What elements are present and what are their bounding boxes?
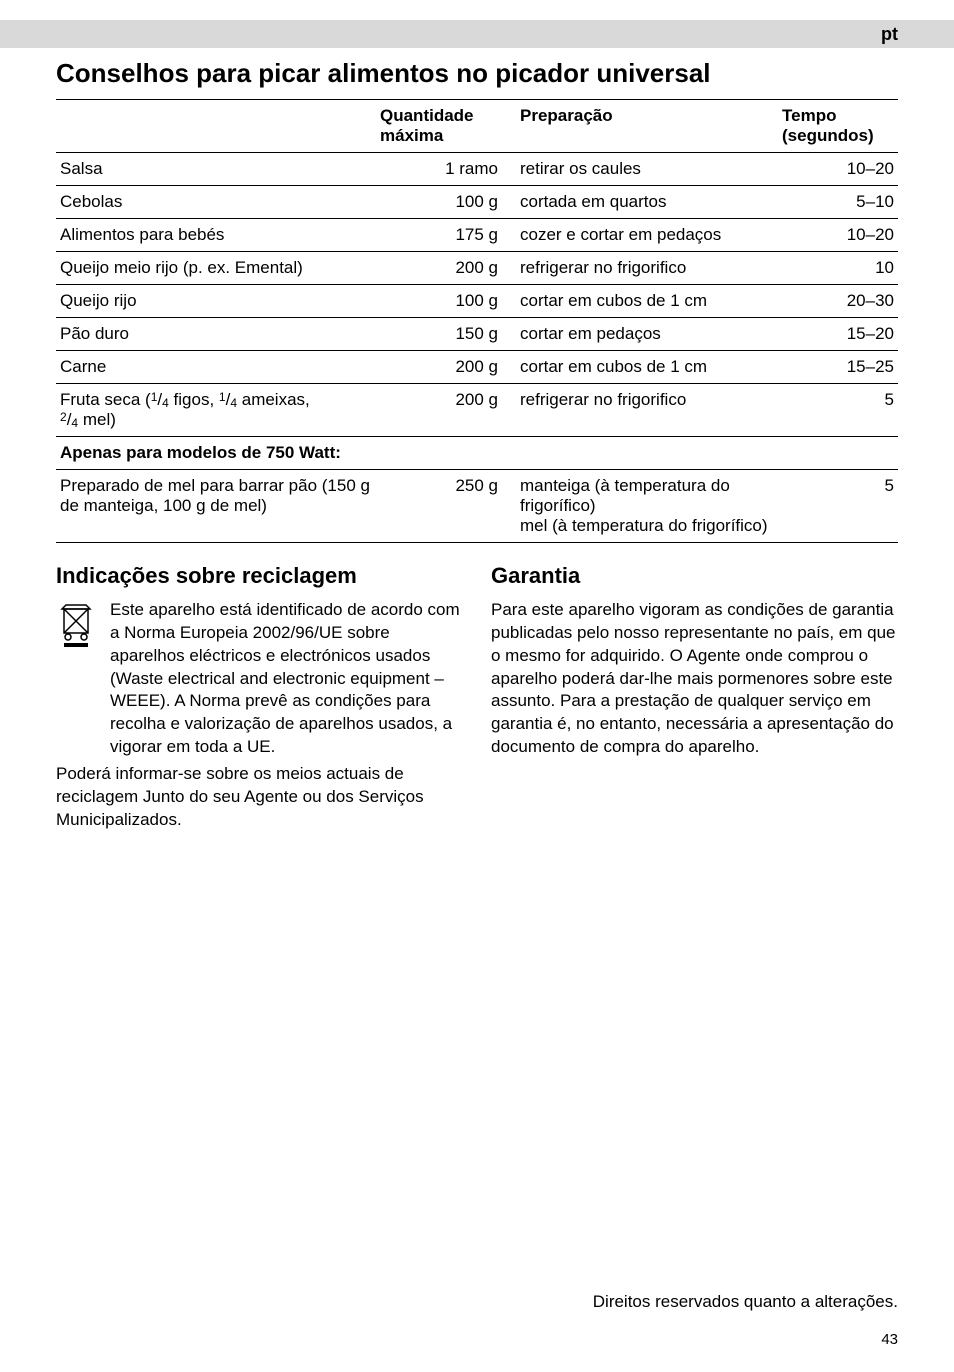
cell-time: 15–20 — [778, 318, 898, 351]
cell-item: Queijo rijo — [56, 285, 376, 318]
cell-time: 5 — [778, 470, 898, 543]
warranty-heading: Garantia — [491, 561, 898, 591]
cell-time: 5 — [778, 384, 898, 437]
cell-qty: 175 g — [376, 219, 516, 252]
cell-item: Preparado de mel para barrar pão (150 g … — [56, 470, 376, 543]
table-row-fruit: Fruta seca (1/4 figos, 1/4 ameixas, 2/4 … — [56, 384, 898, 437]
section-label-row: Apenas para modelos de 750 Watt: — [56, 437, 898, 470]
frac-lbl: ameixas, — [237, 390, 310, 409]
cell-qty: 100 g — [376, 285, 516, 318]
table-row: Cebolas 100 g cortada em quartos 5–10 — [56, 186, 898, 219]
chop-table: Quantidade máxima Preparação Tempo (segu… — [56, 99, 898, 543]
cell-item: Fruta seca (1/4 figos, 1/4 ameixas, 2/4 … — [56, 384, 376, 437]
table-header-row: Quantidade máxima Preparação Tempo (segu… — [56, 100, 898, 153]
cell-time: 10–20 — [778, 219, 898, 252]
cell-time: 10–20 — [778, 153, 898, 186]
frac-num: 2 — [60, 410, 67, 424]
th-item — [56, 100, 376, 153]
recycling-para1: Este aparelho está identificado de acord… — [110, 599, 463, 760]
cell-prep: cortar em pedaços — [516, 318, 778, 351]
section-label: Apenas para modelos de 750 Watt: — [56, 437, 898, 470]
frac-lbl: mel) — [78, 410, 116, 429]
cell-prep: manteiga (à temperatura do frigorífico) … — [516, 470, 778, 543]
recycling-heading: Indicações sobre reciclagem — [56, 561, 463, 591]
cell-time: 15–25 — [778, 351, 898, 384]
th-qty: Quantidade máxima — [376, 100, 516, 153]
cell-qty: 1 ramo — [376, 153, 516, 186]
right-column: Garantia Para este aparelho vigoram as c… — [491, 561, 898, 832]
header-bar: pt — [0, 20, 954, 48]
cell-prep: refrigerar no frigorifico — [516, 252, 778, 285]
page-number: 43 — [881, 1331, 898, 1348]
warranty-para: Para este aparelho vigoram as condições … — [491, 599, 898, 760]
table-row: Pão duro 150 g cortar em pedaços 15–20 — [56, 318, 898, 351]
weee-icon — [56, 599, 100, 760]
table-row: Queijo rijo 100 g cortar em cubos de 1 c… — [56, 285, 898, 318]
table-row: Carne 200 g cortar em cubos de 1 cm 15–2… — [56, 351, 898, 384]
recycling-para2: Poderá informar-se sobre os meios actuai… — [56, 763, 463, 832]
frac-num: 1 — [219, 390, 226, 404]
cell-prep: cortar em cubos de 1 cm — [516, 285, 778, 318]
language-code: pt — [881, 24, 898, 45]
frac-num: 1 — [151, 390, 158, 404]
cell-qty: 100 g — [376, 186, 516, 219]
cell-item: Alimentos para bebés — [56, 219, 376, 252]
left-column: Indicações sobre reciclagem Este aparelh… — [56, 561, 463, 832]
cell-prep: cortada em quartos — [516, 186, 778, 219]
cell-qty: 250 g — [376, 470, 516, 543]
cell-item: Queijo meio rijo (p. ex. Emental) — [56, 252, 376, 285]
fruit-prefix: Fruta seca ( — [60, 390, 151, 409]
two-column-section: Indicações sobre reciclagem Este aparelh… — [56, 561, 898, 832]
footer-note: Direitos reservados quanto a alterações. — [593, 1292, 898, 1312]
cell-qty: 150 g — [376, 318, 516, 351]
page: pt Conselhos para picar alimentos no pic… — [0, 20, 954, 1372]
recycling-block: Este aparelho está identificado de acord… — [56, 599, 463, 760]
page-title: Conselhos para picar alimentos no picado… — [56, 58, 898, 89]
table-row: Salsa 1 ramo retirar os caules 10–20 — [56, 153, 898, 186]
table-row: Alimentos para bebés 175 g cozer e corta… — [56, 219, 898, 252]
cell-prep: cortar em cubos de 1 cm — [516, 351, 778, 384]
cell-item: Salsa — [56, 153, 376, 186]
frac-lbl: figos, — [169, 390, 219, 409]
cell-item: Pão duro — [56, 318, 376, 351]
cell-prep: refrigerar no frigorifico — [516, 384, 778, 437]
cell-item: Carne — [56, 351, 376, 384]
cell-time: 10 — [778, 252, 898, 285]
th-prep: Preparação — [516, 100, 778, 153]
cell-time: 20–30 — [778, 285, 898, 318]
table-row: Queijo meio rijo (p. ex. Emental) 200 g … — [56, 252, 898, 285]
cell-item: Cebolas — [56, 186, 376, 219]
cell-qty: 200 g — [376, 252, 516, 285]
cell-qty: 200 g — [376, 384, 516, 437]
table-row-honey: Preparado de mel para barrar pão (150 g … — [56, 470, 898, 543]
cell-time: 5–10 — [778, 186, 898, 219]
cell-prep: retirar os caules — [516, 153, 778, 186]
cell-prep: cozer e cortar em pedaços — [516, 219, 778, 252]
frac-den: 4 — [230, 396, 237, 410]
cell-qty: 200 g — [376, 351, 516, 384]
th-time: Tempo (segundos) — [778, 100, 898, 153]
frac-den: 4 — [162, 396, 169, 410]
